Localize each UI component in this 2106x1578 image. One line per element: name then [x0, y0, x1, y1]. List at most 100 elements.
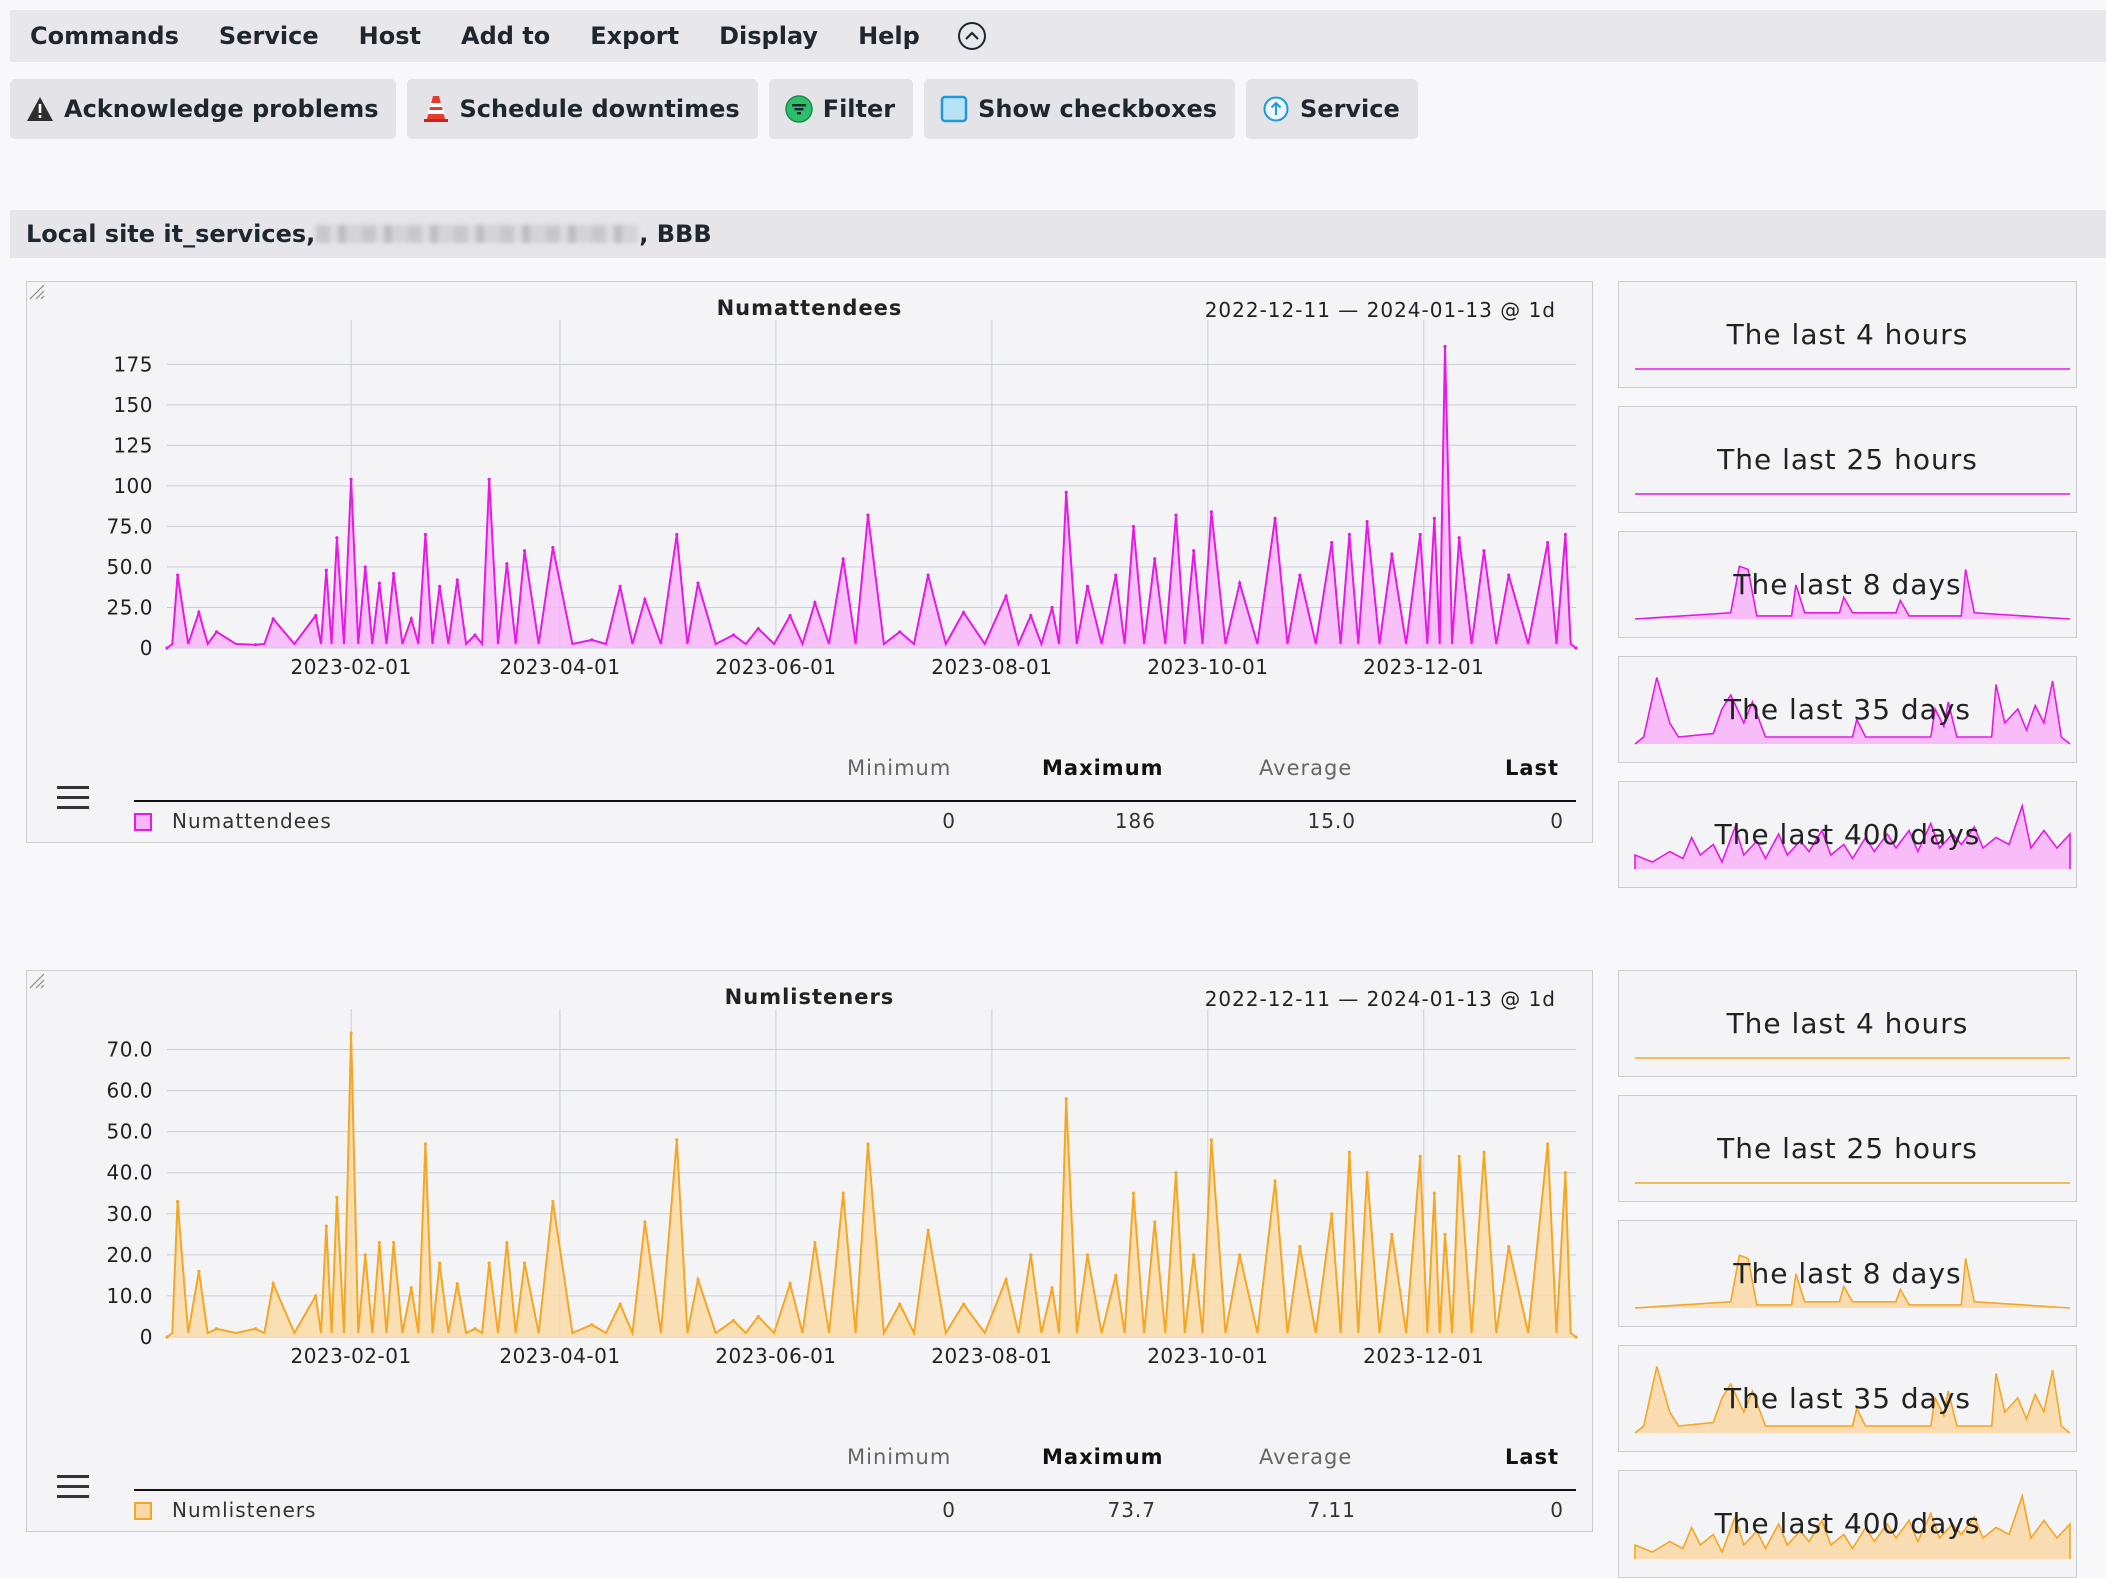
filter-button[interactable]: Filter	[768, 79, 914, 139]
data-point	[1085, 584, 1090, 588]
sparkline-line	[1634, 677, 2071, 745]
show-checkboxes-button[interactable]: Show checkboxes	[924, 79, 1235, 139]
data-point	[675, 1138, 679, 1142]
mini-graph-label: The last 35 days	[1724, 1382, 1971, 1415]
mini-graph-attendees-35d[interactable]: The last 35 days	[1618, 656, 2077, 763]
menu-add-to[interactable]: Add to	[461, 22, 551, 50]
legend-header-last: Last	[1505, 1445, 1560, 1469]
data-point	[813, 601, 817, 605]
data-point	[314, 1294, 318, 1298]
data-point	[391, 1240, 396, 1245]
y-tick-label: 70.0	[106, 1038, 153, 1062]
checkboxes-label: Show checkboxes	[978, 95, 1217, 123]
sparkline-line	[1634, 802, 2071, 869]
legend-last-value: 0	[1550, 1498, 1564, 1522]
legend-maximum-value: 186	[1114, 809, 1156, 833]
menu-display[interactable]: Display	[719, 22, 819, 50]
warning-icon	[26, 96, 54, 122]
data-point	[1507, 1245, 1511, 1249]
mini-graph-attendees-25h[interactable]: The last 25 hours	[1618, 406, 2077, 513]
sparkline-line	[1634, 1254, 2071, 1309]
mini-graph-attendees-400d[interactable]: The last 400 days	[1618, 781, 2077, 888]
sparkline-line	[1634, 1492, 2071, 1559]
data-point	[363, 1253, 367, 1257]
data-point	[1563, 1171, 1567, 1175]
graph-panel-numattendees[interactable]: 0 25.0 50.0 75.0 100 125 150 175 2023-02-01 2023-…	[26, 281, 1593, 843]
menu-service[interactable]: Service	[218, 22, 319, 50]
schedule-downtimes-button[interactable]: Schedule downtimes	[407, 79, 758, 139]
legend-minimum-value: 0	[942, 1498, 956, 1522]
y-tick-label: 100	[113, 474, 153, 498]
mini-graph-attendees-8d[interactable]: The last 8 days	[1618, 531, 2077, 638]
checkbox-icon	[940, 95, 968, 123]
sparkline	[1634, 1254, 2071, 1309]
data-point	[324, 1224, 328, 1228]
service-button[interactable]: Service	[1246, 79, 1418, 139]
data-point	[1085, 1253, 1090, 1257]
data-point	[696, 1277, 700, 1282]
data-point	[643, 597, 647, 601]
menu-export[interactable]: Export	[590, 22, 680, 50]
data-point	[618, 584, 622, 588]
mini-graph-listeners-35d[interactable]: The last 35 days	[1618, 1345, 2077, 1452]
data-point	[487, 1261, 491, 1265]
data-point	[1574, 1335, 1578, 1339]
data-point	[590, 638, 594, 642]
data-point	[391, 571, 396, 576]
data-point	[253, 1327, 258, 1331]
data-point	[1004, 1277, 1008, 1282]
menu-host[interactable]: Host	[358, 22, 421, 50]
data-point	[349, 1031, 353, 1035]
data-point	[1114, 1273, 1118, 1277]
mini-graph-listeners-4h[interactable]: The last 4 hours	[1618, 970, 2077, 1077]
legend-series-name: Numlisteners	[172, 1498, 317, 1522]
mini-graph-label: The last 35 days	[1724, 693, 1971, 726]
data-point	[1347, 532, 1352, 537]
resize-handle-icon[interactable]	[27, 971, 45, 989]
menubar: Commands Service Host Add to Export Disp…	[10, 10, 2106, 62]
mini-graph-listeners-25h[interactable]: The last 25 hours	[1618, 1095, 2077, 1202]
sparkline	[1635, 493, 2070, 495]
sparkline-area	[1635, 806, 2070, 869]
mini-graph-label: The last 400 days	[1714, 818, 1981, 851]
data-point	[1238, 1253, 1242, 1257]
legend-last-value: 0	[1550, 809, 1564, 833]
data-point	[961, 1302, 966, 1306]
sparkline	[1634, 677, 2071, 745]
data-point	[1131, 1191, 1136, 1195]
mini-graph-listeners-400d[interactable]: The last 400 days	[1618, 1470, 2077, 1578]
x-tick-label: 2023-08-01	[931, 1344, 1052, 1368]
data-point	[1192, 1253, 1196, 1257]
resize-handle-icon[interactable]	[27, 282, 45, 300]
data-point	[643, 1220, 647, 1224]
y-tick-label: 150	[113, 393, 153, 417]
mini-graph-listeners-8d[interactable]: The last 8 days	[1618, 1220, 2077, 1327]
data-point	[1209, 1138, 1213, 1142]
data-point	[590, 1323, 594, 1327]
acknowledge-problems-button[interactable]: Acknowledge problems	[10, 79, 397, 139]
graph-time-range: 2022-12-11 — 2024-01-13 @ 1d	[1204, 987, 1556, 1011]
graph-panel-numlisteners[interactable]: 0 10.0 20.0 30.0 40.0 50.0 60.0 70.0 2023-02-01 2…	[26, 970, 1593, 1532]
legend-header-average: Average	[1259, 1445, 1353, 1469]
graph-menu-icon[interactable]	[57, 779, 89, 816]
menu-commands[interactable]: Commands	[30, 22, 179, 50]
data-point	[866, 513, 870, 517]
mini-graph-label: The last 8 days	[1733, 1257, 1962, 1290]
data-point	[788, 613, 792, 618]
chevron-up-icon[interactable]	[957, 22, 986, 50]
data-point	[898, 1302, 902, 1306]
data-point	[437, 584, 442, 588]
menu-help[interactable]: Help	[858, 22, 920, 50]
toolbar: Acknowledge problems Schedule downtimes …	[10, 79, 1418, 139]
graph-menu-icon[interactable]	[57, 1468, 89, 1505]
data-point	[618, 1302, 622, 1306]
mini-graph-attendees-4h[interactable]: The last 4 hours	[1618, 281, 2077, 388]
data-point	[473, 1327, 477, 1331]
data-point	[455, 1282, 459, 1286]
x-tick-label: 2023-12-01	[1363, 1344, 1484, 1368]
arrow-up-circle-icon	[1262, 95, 1290, 123]
data-point	[866, 1142, 870, 1146]
legend-header-minimum: Minimum	[847, 1445, 952, 1469]
traffic-cone-icon	[423, 95, 449, 123]
data-point	[176, 573, 180, 577]
